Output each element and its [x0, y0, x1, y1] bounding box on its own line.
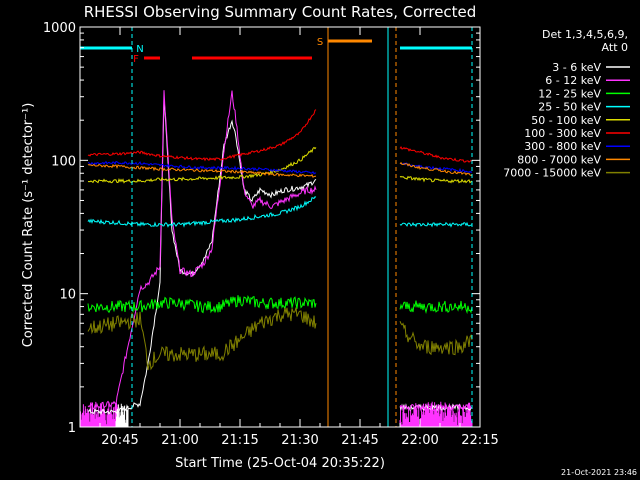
series-line-3-6-kev: [87, 99, 317, 416]
series-line-300-800-kev: [87, 160, 317, 175]
series-line-7000-15000-kev: [87, 307, 317, 371]
flag-label-s: S: [317, 37, 323, 48]
series-line-800-7000-kev-after-gap: [399, 161, 473, 176]
legend-attenuator: Att 0: [602, 41, 628, 54]
generation-timestamp: 21-Oct-2021 23:46: [561, 468, 637, 477]
series-line-6-12-kev-after-gap: [399, 403, 473, 413]
y-tick-label: 1000: [43, 21, 76, 36]
series-line-25-50-kev-after-gap: [399, 221, 473, 228]
x-tick-label: 22:00: [401, 433, 438, 448]
legend-detectors: Det 1,3,4,5,6,9,: [542, 28, 628, 41]
x-tick-label: 22:15: [461, 433, 498, 448]
axes: 20:45 21:00 21:15 21:30 21:45 22:00 22:15 1 10 10…: [43, 21, 499, 448]
legend-label-25-50-kev: 25 - 50 keV: [538, 101, 601, 114]
series-line-100-300-kev: [87, 109, 317, 162]
x-axis-label: Start Time (25-Oct-04 20:35:22): [175, 456, 385, 471]
y-tick-label: 10: [59, 288, 76, 303]
legend-label-6-12-kev: 6 - 12 keV: [545, 74, 601, 87]
legend-label-50-100-kev: 50 - 100 keV: [531, 114, 601, 127]
flag-label-n: N: [136, 44, 143, 55]
x-tick-label: 20:45: [101, 433, 138, 448]
y-tick-label: 100: [51, 154, 76, 169]
x-tick-label: 21:00: [161, 433, 198, 448]
series-line-25-50-kev: [87, 196, 317, 228]
x-tick-label: 21:15: [221, 433, 258, 448]
legend-label-3-6-kev: 3 - 6 keV: [552, 61, 601, 74]
series-line-100-300-kev-after-gap: [399, 146, 473, 163]
legend-label-300-800-kev: 300 - 800 keV: [524, 140, 601, 153]
series-line-6-12-kev: [87, 90, 317, 411]
legend-label-800-7000-kev: 800 - 7000 keV: [517, 153, 601, 166]
legend-label-100-300-kev: 100 - 300 keV: [524, 127, 601, 140]
series-line-12-25-kev: [87, 294, 317, 314]
series-line-12-25-kev-after-gap: [399, 300, 473, 315]
series-line-50-100-kev: [87, 146, 317, 184]
plot-area: NF S: [79, 27, 473, 427]
legend-label-12-25-kev: 12 - 25 keV: [538, 87, 601, 100]
x-tick-label: 21:30: [281, 433, 318, 448]
y-tick-label: 1: [68, 421, 76, 436]
chart-title: RHESSI Observing Summary Count Rates, Co…: [84, 3, 477, 21]
x-tick-label: 21:45: [341, 433, 378, 448]
series-line-800-7000-kev: [87, 163, 316, 178]
legend-label-7000-15000-kev: 7000 - 15000 keV: [503, 167, 601, 180]
series-line-300-800-kev-after-gap: [400, 162, 473, 174]
series-line-50-100-kev-after-gap: [399, 175, 473, 184]
y-axis-label: Corrected Count Rate (s⁻¹ detector⁻¹): [21, 103, 36, 348]
flag-label-f: F: [133, 54, 139, 65]
series-line-7000-15000-kev-after-gap: [399, 321, 473, 356]
